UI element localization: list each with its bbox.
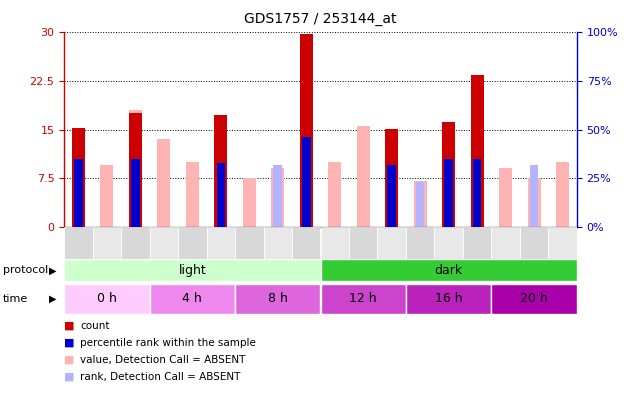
Bar <box>235 284 320 314</box>
Text: 8 h: 8 h <box>268 292 288 305</box>
Bar <box>473 159 481 227</box>
Bar <box>357 126 370 227</box>
Text: light: light <box>178 264 206 277</box>
Bar <box>470 75 483 227</box>
Text: ■: ■ <box>64 338 74 348</box>
Bar <box>129 113 142 227</box>
Text: 16 h: 16 h <box>435 292 463 305</box>
Bar <box>349 227 378 281</box>
Bar <box>414 181 427 227</box>
Bar <box>217 163 225 227</box>
Text: value, Detection Call = ABSENT: value, Detection Call = ABSENT <box>80 355 246 365</box>
Bar <box>149 227 178 281</box>
Bar <box>131 159 140 227</box>
Bar <box>300 34 313 227</box>
Bar <box>302 137 310 227</box>
Bar <box>556 162 569 227</box>
Text: 4 h: 4 h <box>183 292 202 305</box>
Bar <box>158 139 171 227</box>
Bar <box>92 227 121 281</box>
Bar <box>387 164 396 227</box>
Bar <box>214 115 227 227</box>
Text: 20 h: 20 h <box>520 292 548 305</box>
Bar <box>385 129 398 227</box>
Bar <box>186 162 199 227</box>
Text: ▶: ▶ <box>49 294 56 304</box>
Bar <box>74 159 83 227</box>
Bar <box>72 128 85 227</box>
Bar <box>101 165 113 227</box>
Bar <box>442 122 455 227</box>
Bar <box>235 227 263 281</box>
Bar <box>520 227 549 281</box>
Text: GDS1757 / 253144_at: GDS1757 / 253144_at <box>244 12 397 26</box>
Text: rank, Detection Call = ABSENT: rank, Detection Call = ABSENT <box>80 372 240 382</box>
Bar <box>492 284 577 314</box>
Bar <box>416 182 424 227</box>
Bar <box>131 159 140 227</box>
Text: percentile rank within the sample: percentile rank within the sample <box>80 338 256 348</box>
Text: ■: ■ <box>64 355 74 365</box>
Text: 12 h: 12 h <box>349 292 377 305</box>
Bar <box>320 227 349 281</box>
Bar <box>129 110 142 227</box>
Bar <box>328 162 341 227</box>
Bar <box>320 284 406 314</box>
Bar <box>292 227 320 281</box>
Bar <box>149 284 235 314</box>
Bar <box>206 227 235 281</box>
Bar <box>64 227 92 281</box>
Bar <box>64 284 149 314</box>
Text: ■: ■ <box>64 321 74 331</box>
Bar <box>378 227 406 281</box>
Bar <box>463 227 492 281</box>
Text: 0 h: 0 h <box>97 292 117 305</box>
Bar <box>271 168 284 227</box>
Bar <box>178 227 206 281</box>
Text: time: time <box>3 294 28 304</box>
Bar <box>263 227 292 281</box>
Bar <box>243 178 256 227</box>
Bar <box>444 159 453 227</box>
Text: count: count <box>80 321 110 331</box>
Bar <box>406 227 435 281</box>
Bar <box>492 227 520 281</box>
Bar <box>320 259 577 281</box>
Bar <box>530 164 538 227</box>
Text: dark: dark <box>435 264 463 277</box>
Text: ■: ■ <box>64 372 74 382</box>
Bar <box>406 284 492 314</box>
Bar <box>64 259 321 281</box>
Bar <box>274 164 282 227</box>
Bar <box>549 227 577 281</box>
Bar <box>435 227 463 281</box>
Text: protocol: protocol <box>3 265 49 275</box>
Text: ▶: ▶ <box>49 265 56 275</box>
Bar <box>528 178 540 227</box>
Bar <box>499 168 512 227</box>
Bar <box>121 227 149 281</box>
